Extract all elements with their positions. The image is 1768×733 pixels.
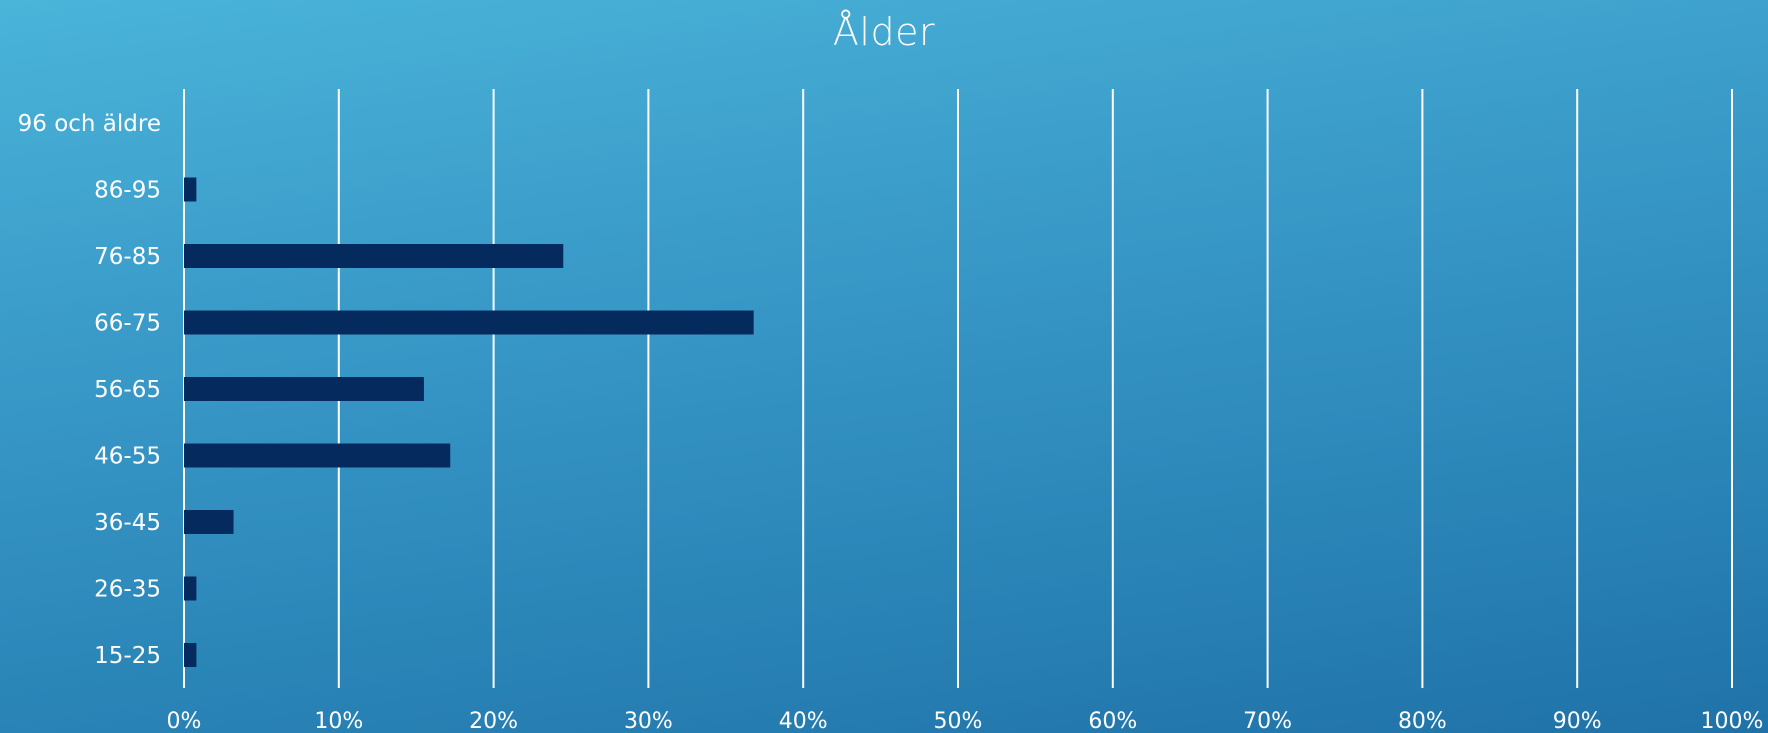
y-category-label: 46-55 — [94, 444, 161, 470]
y-category-label: 26-35 — [94, 577, 161, 603]
y-category-label: 66-75 — [94, 311, 161, 337]
x-tick-label: 20% — [469, 709, 518, 733]
y-category-label: 76-85 — [94, 244, 161, 270]
bar — [184, 443, 451, 468]
bar — [184, 377, 424, 401]
bar — [184, 310, 754, 335]
x-tick-label: 100% — [1701, 709, 1764, 733]
x-tick-label: 0% — [167, 709, 202, 733]
x-tick-label: 10% — [314, 709, 363, 733]
x-tick-label: 70% — [1243, 709, 1292, 733]
x-tick-label: 80% — [1398, 709, 1447, 733]
y-category-label: 15-25 — [94, 643, 161, 669]
chart-title: Ålder — [832, 10, 936, 54]
bar — [184, 177, 197, 202]
x-tick-label: 90% — [1553, 709, 1602, 733]
y-category-label: 56-65 — [94, 377, 161, 403]
bar — [184, 643, 197, 667]
y-category-label: 36-45 — [94, 510, 161, 536]
x-tick-label: 40% — [779, 709, 828, 733]
x-tick-label: 30% — [624, 709, 673, 733]
x-tick-label: 60% — [1088, 709, 1137, 733]
bar — [184, 244, 564, 268]
bar — [184, 510, 234, 534]
bar — [184, 576, 197, 601]
y-category-label: 96 och äldre — [18, 111, 161, 137]
y-category-label: 86-95 — [94, 178, 161, 204]
x-tick-label: 50% — [934, 709, 983, 733]
